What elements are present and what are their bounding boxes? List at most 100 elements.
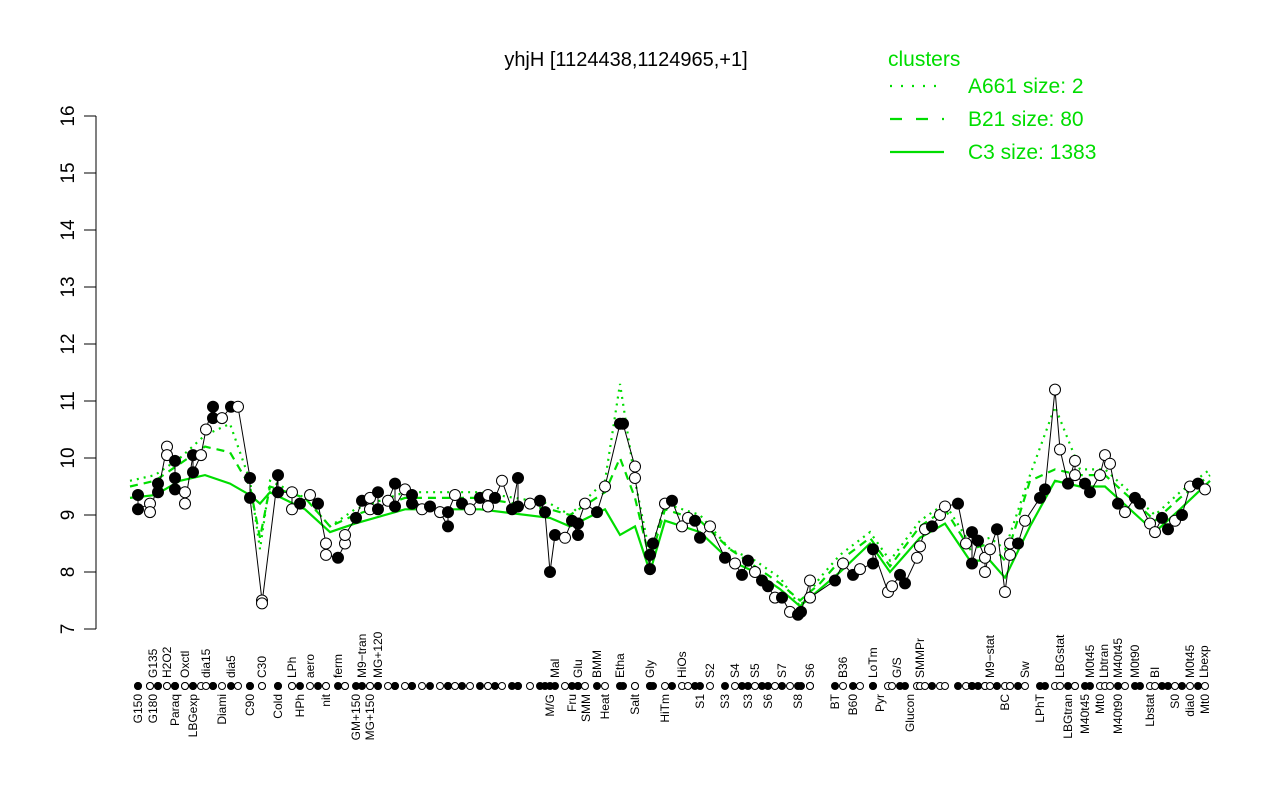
data-point [320, 537, 332, 550]
data-point [617, 417, 629, 430]
data-point [972, 534, 984, 547]
x-label: SMM [579, 694, 593, 722]
data-point [286, 503, 298, 516]
data-point [389, 477, 401, 490]
legend-title: clusters [888, 48, 960, 71]
x-label: Sw [1018, 661, 1032, 678]
rug-mark [384, 682, 392, 690]
data-point [464, 503, 476, 516]
rug-mark [218, 682, 226, 690]
rug-mark [514, 682, 522, 690]
rug-mark [941, 682, 949, 690]
rug-mark [341, 682, 349, 690]
data-point [599, 480, 611, 493]
x-label: Etha [613, 653, 627, 678]
data-point [960, 537, 972, 550]
x-label: C30 [255, 656, 269, 678]
data-point [736, 568, 748, 581]
rug-mark [581, 682, 589, 690]
rug-mark [619, 682, 627, 690]
y-tick-label: 12 [58, 333, 79, 354]
x-label: HPh [293, 694, 307, 717]
rug-mark [696, 682, 704, 690]
x-label: G/S [890, 657, 904, 678]
x-label: Glucon [903, 694, 917, 732]
rug-mark [491, 682, 499, 690]
data-point [991, 523, 1003, 536]
rug-mark [668, 682, 676, 690]
legend-label: B21 size: 80 [968, 108, 1084, 131]
rug-mark [751, 682, 759, 690]
rug-mark [631, 682, 639, 690]
data-point [729, 557, 741, 570]
x-label: Cold [271, 694, 285, 719]
data-point [914, 540, 926, 553]
rug-mark [366, 682, 374, 690]
x-label: BC [998, 694, 1012, 711]
rug-mark [786, 682, 794, 690]
data-point [350, 511, 362, 524]
rug-mark [1136, 682, 1144, 690]
legend: clusters A661 size: 2 B21 size: 80 C3 size… [888, 48, 1096, 164]
data-point [169, 483, 181, 496]
data-point [644, 563, 656, 576]
data-point [1094, 469, 1106, 482]
rug-mark [202, 682, 210, 690]
y-tick-label: 7 [58, 624, 79, 635]
data-point [320, 548, 332, 561]
data-point [629, 460, 641, 473]
data-point [232, 400, 244, 413]
y-tick-label: 14 [58, 219, 79, 241]
data-point [1012, 537, 1024, 550]
rug-mark [274, 682, 282, 690]
data-point [629, 471, 641, 484]
rug-mark [134, 682, 142, 690]
x-label: S3 [741, 694, 755, 709]
data-point [666, 494, 678, 507]
rug-marks [134, 682, 1209, 690]
x-label: B60 [846, 694, 860, 716]
rug-mark [436, 682, 444, 690]
data-point [1054, 443, 1066, 456]
rug-mark [839, 682, 847, 690]
data-point [456, 497, 468, 510]
rug-mark [1006, 682, 1014, 690]
data-point [187, 466, 199, 479]
data-point [132, 503, 144, 516]
rug-mark [778, 682, 786, 690]
x-label: Oxctl [178, 651, 192, 678]
x-label: Pyr [873, 694, 887, 712]
rug-mark [1194, 682, 1202, 690]
x-label: LPhT [1033, 693, 1047, 722]
data-point [704, 520, 716, 533]
cluster-lines [129, 383, 1211, 609]
data-point [389, 500, 401, 513]
x-label: Lbexp [1197, 645, 1211, 678]
rug-mark [458, 682, 466, 690]
rug-mark [391, 682, 399, 690]
rug-mark [661, 682, 669, 690]
y-tick-label: 8 [58, 567, 79, 578]
x-label: H2O2 [160, 646, 174, 678]
rug-mark [928, 682, 936, 690]
rug-mark [163, 682, 171, 690]
x-label: SMMPr [913, 638, 927, 678]
x-label: Mal [548, 659, 562, 678]
x-label: S6 [803, 663, 817, 678]
rug-mark [921, 682, 929, 690]
x-label: S3 [718, 694, 732, 709]
x-label: Lbtran [1097, 644, 1111, 678]
rug-mark [426, 682, 434, 690]
x-label: LoTm [866, 647, 880, 678]
rug-mark [764, 682, 772, 690]
rug-mark [1021, 682, 1029, 690]
data-point [216, 412, 228, 425]
data-point [886, 580, 898, 593]
data-point [867, 543, 879, 556]
rug-mark [849, 682, 857, 690]
rug-mark [1064, 682, 1072, 690]
data-point [272, 469, 284, 482]
rug-mark [418, 682, 426, 690]
data-point [442, 520, 454, 533]
